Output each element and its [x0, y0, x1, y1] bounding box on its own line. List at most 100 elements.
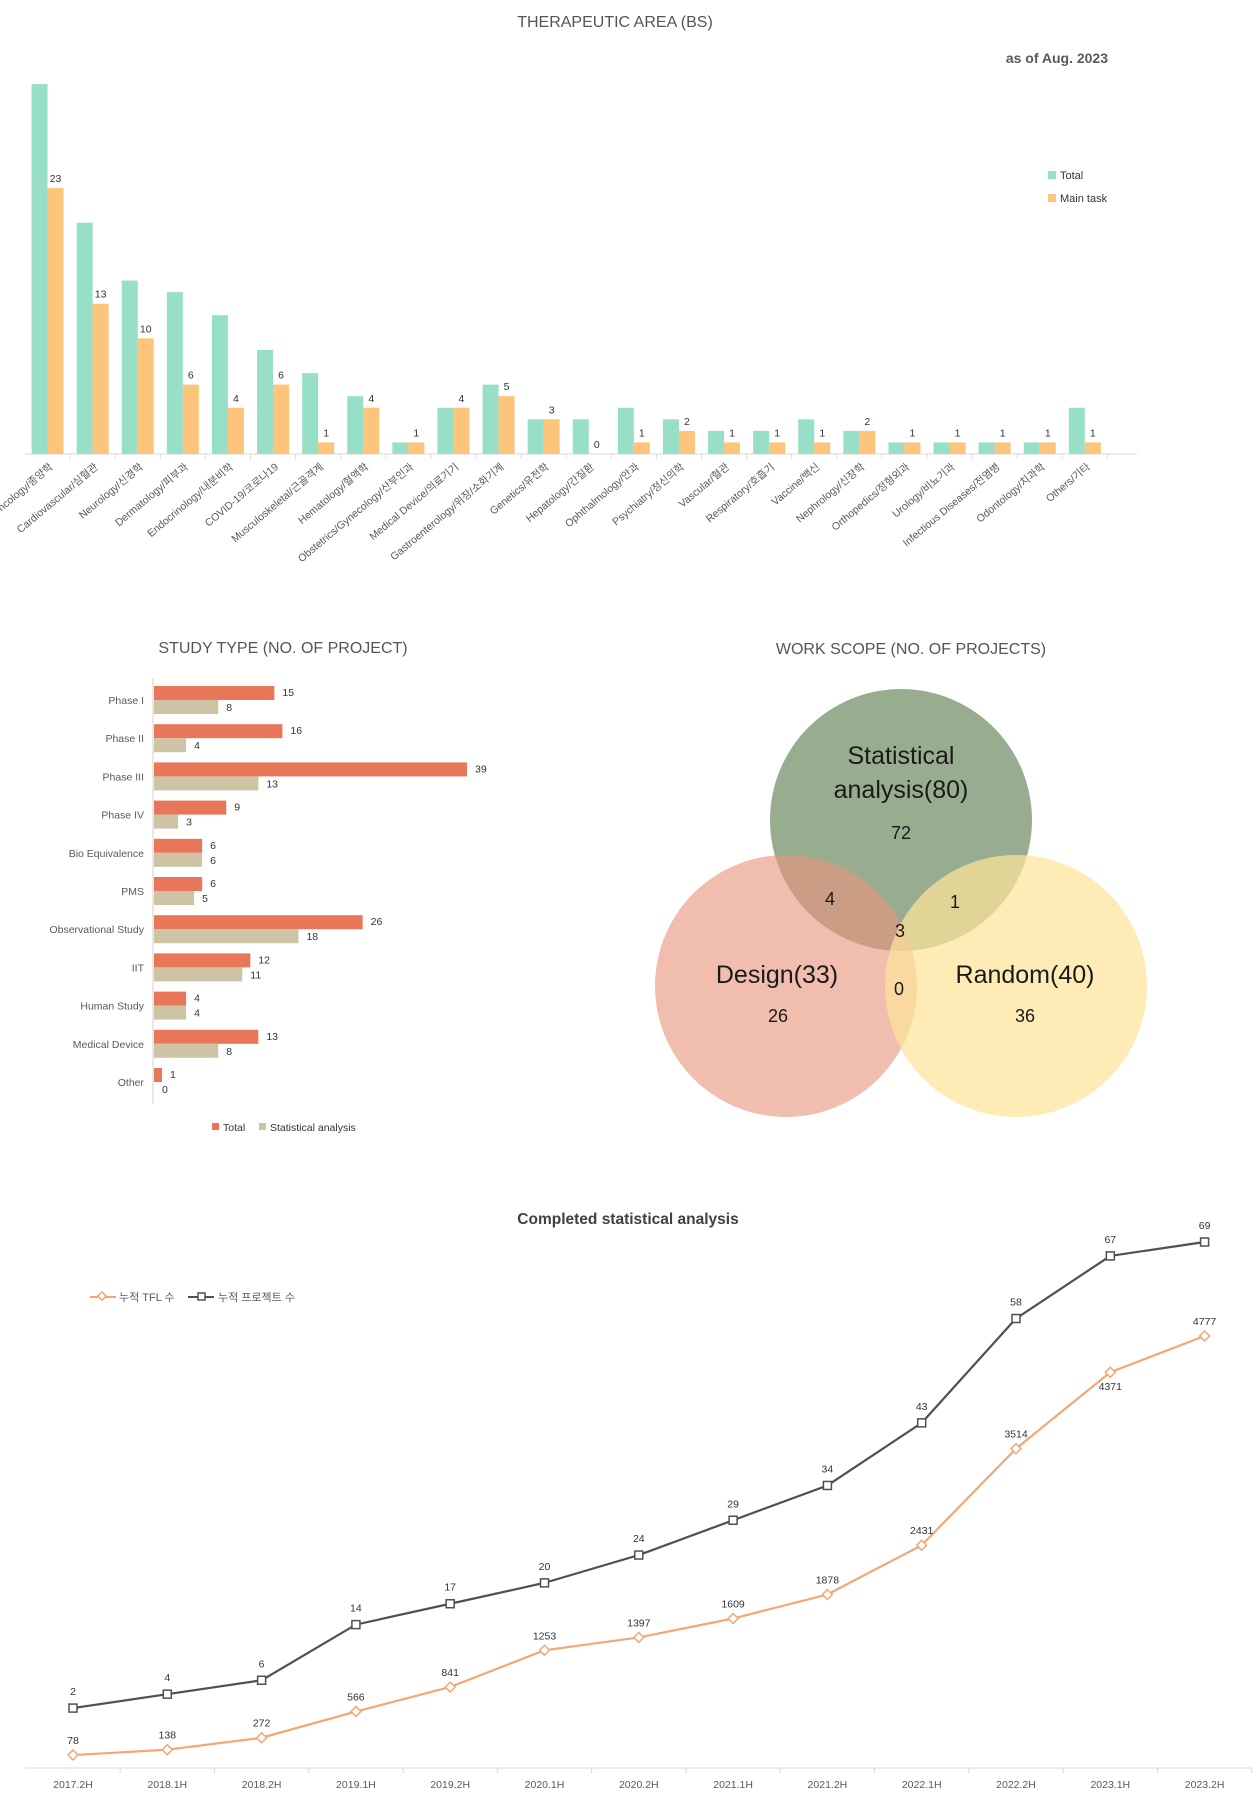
statistical-analysis-label: Statistical	[848, 742, 955, 770]
statistical-analysis-bar	[154, 700, 219, 714]
main-task-data-label: 5	[504, 381, 510, 393]
tfl-point	[727, 1612, 740, 1625]
total-data-label: 4	[194, 993, 200, 1005]
total-bar	[482, 384, 499, 454]
project-data-label: 2	[70, 1686, 76, 1698]
total-bar	[753, 430, 770, 454]
total-bar	[154, 915, 363, 930]
random-only-count: 36	[1015, 1006, 1035, 1026]
main-task-data-label: 1	[1045, 427, 1051, 439]
statistical-data-label: 4	[194, 1008, 200, 1020]
total-data-label: 26	[371, 916, 383, 928]
project-data-label: 6	[259, 1658, 265, 1670]
statistical-analysis-bar	[154, 891, 195, 905]
x-tick-label: 2017.2H	[53, 1779, 93, 1791]
main-task-data-label: 1	[819, 427, 825, 439]
completed-legend: 누적 TFL 수 누적 프로젝트 수	[90, 1290, 295, 1304]
tfl-data-label: 841	[441, 1667, 459, 1679]
as-of-date-note: as of Aug. 2023	[1006, 50, 1108, 66]
study-type-chart: STUDY TYPE (NO. OF PROJECT) Phase I158Ph…	[49, 640, 486, 1134]
main-task-data-label: 0	[594, 439, 600, 451]
work-scope-title: WORK SCOPE (NO. OF PROJECTS)	[776, 641, 1046, 658]
statistical-data-label: 6	[210, 855, 216, 867]
legend-tfl-marker	[96, 1290, 108, 1302]
main-task-bar	[769, 442, 786, 454]
project-point	[1105, 1251, 1116, 1261]
main-task-data-label: 1	[323, 427, 329, 439]
random-circle	[885, 855, 1147, 1117]
statistical-data-label: 0	[162, 1084, 168, 1096]
tfl-point	[444, 1680, 457, 1694]
study-type-category-label: Phase IV	[101, 810, 144, 822]
total-data-label: 1	[170, 1069, 176, 1081]
main-task-bar	[182, 384, 199, 454]
statistical-analysis-bar	[154, 929, 299, 944]
study-type-category-label: Phase II	[105, 733, 144, 745]
total-bar	[121, 280, 138, 454]
main-task-data-label: 1	[774, 427, 780, 439]
tfl-data-label: 1397	[627, 1617, 651, 1629]
total-data-label: 9	[234, 802, 240, 814]
legend-total-label: Total	[223, 1122, 245, 1134]
project-data-label: 4	[164, 1672, 170, 1684]
legend-total-swatch	[212, 1123, 219, 1130]
project-data-label: 69	[1199, 1220, 1211, 1232]
project-point	[68, 1703, 78, 1713]
main-task-data-label: 1	[1090, 427, 1096, 439]
stat-design-overlap-count: 4	[825, 889, 835, 909]
total-bar	[154, 800, 227, 815]
main-task-data-label: 4	[368, 393, 374, 405]
project-point	[728, 1515, 738, 1526]
project-point	[916, 1418, 927, 1428]
total-bar	[843, 430, 860, 454]
project-point	[162, 1689, 173, 1699]
main-task-data-label: 1	[955, 427, 961, 439]
total-bar	[437, 407, 454, 454]
study-type-category-label: Phase I	[108, 695, 144, 707]
main-task-bar	[859, 430, 876, 454]
total-bar	[798, 419, 815, 454]
total-bar	[392, 442, 409, 454]
total-bar	[154, 686, 275, 700]
total-data-label: 15	[282, 687, 294, 699]
project-data-label: 67	[1104, 1234, 1116, 1246]
legend-stat-label: Statistical analysis	[270, 1122, 356, 1134]
tfl-data-label: 1609	[721, 1599, 745, 1611]
total-bar	[154, 838, 203, 853]
total-bar	[154, 953, 251, 968]
legend-proj-marker	[197, 1292, 206, 1301]
main-task-bar	[92, 303, 109, 454]
main-task-bar	[633, 442, 650, 454]
completed-analysis-chart: Completed statistical analysis 누적 TFL 수 …	[25, 1211, 1253, 1791]
study-type-legend: Total Statistical analysis	[212, 1122, 356, 1134]
project-data-label: 17	[444, 1582, 456, 1594]
tfl-point	[66, 1749, 80, 1762]
main-task-data-label: 1	[639, 427, 645, 439]
main-task-data-label: 1	[910, 427, 916, 439]
project-data-label: 24	[633, 1533, 645, 1545]
therapeutic-area-chart: THERAPEUTIC AREA (BS) as of Aug. 2023 23…	[0, 14, 1137, 565]
main-task-bar	[273, 384, 290, 454]
main-task-data-label: 2	[684, 416, 690, 428]
project-point	[351, 1619, 361, 1630]
study-type-title: STUDY TYPE (NO. OF PROJECT)	[158, 640, 407, 657]
project-data-label: 14	[350, 1603, 362, 1615]
project-point	[256, 1675, 267, 1686]
study-type-category-label: Other	[118, 1077, 145, 1089]
statistical-analysis-bar	[154, 1005, 187, 1020]
project-point	[634, 1550, 644, 1560]
total-bar	[302, 373, 319, 454]
project-point	[445, 1598, 455, 1609]
main-task-bar	[949, 442, 966, 454]
study-type-category-label: Medical Device	[73, 1039, 144, 1051]
main-task-bar	[814, 442, 831, 454]
total-data-label: 16	[290, 725, 302, 737]
project-point	[822, 1480, 833, 1491]
x-tick-label: Medical Device/의료기기	[367, 461, 461, 543]
x-tick-label: 2020.2H	[619, 1779, 659, 1791]
total-bar	[154, 877, 203, 891]
total-bar	[888, 442, 905, 454]
x-tick-label: 2021.2H	[808, 1779, 848, 1791]
legend-proj-label: 누적 프로젝트 수	[218, 1291, 295, 1304]
main-task-data-label: 13	[95, 289, 107, 301]
